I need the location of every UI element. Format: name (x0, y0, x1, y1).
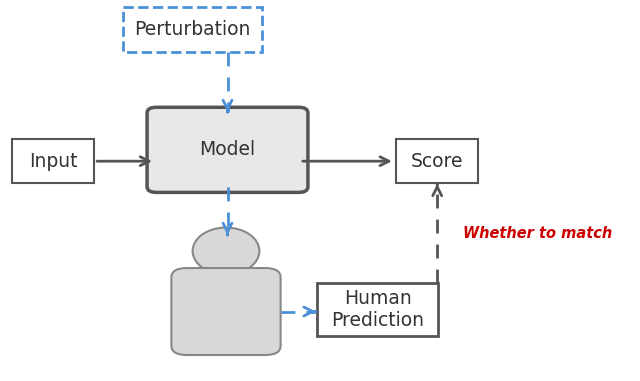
Bar (12, 139, 94, 183)
Text: Score: Score (411, 152, 463, 171)
Text: Human
Prediction: Human Prediction (332, 289, 424, 330)
FancyBboxPatch shape (147, 107, 308, 192)
Bar (396, 139, 478, 183)
FancyBboxPatch shape (123, 7, 262, 53)
Bar (317, 283, 438, 336)
Text: Input: Input (29, 152, 77, 171)
FancyBboxPatch shape (172, 268, 280, 355)
Text: Whether to match: Whether to match (463, 226, 612, 242)
Text: Model: Model (200, 140, 255, 159)
Ellipse shape (193, 227, 259, 274)
Text: Perturbation: Perturbation (134, 20, 251, 39)
